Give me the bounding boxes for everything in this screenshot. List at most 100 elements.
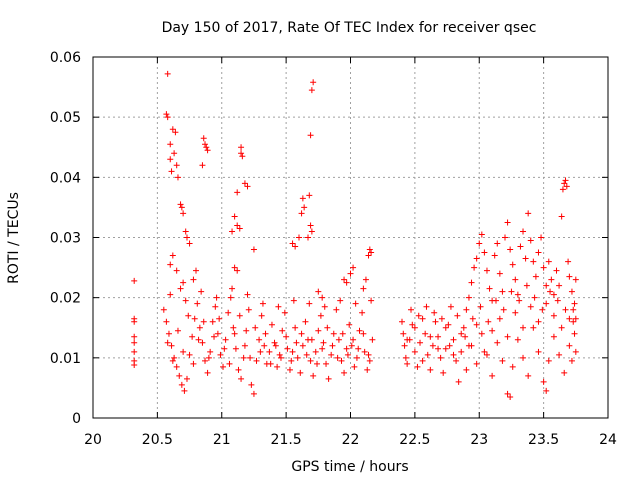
y-tick-label: 0.01 [50,351,81,367]
data-point [458,330,465,337]
data-point [364,366,371,373]
data-point [514,291,521,298]
data-point [499,288,506,295]
data-point [339,330,346,337]
data-point [458,348,465,355]
data-point [281,309,288,316]
data-point [568,357,575,364]
data-point [423,303,430,310]
data-point [294,354,301,361]
data-point [351,363,358,370]
data-point [355,345,362,352]
data-point [307,357,314,364]
data-point [368,297,375,304]
data-point [131,277,138,284]
data-point [240,354,247,361]
data-point [317,312,324,319]
data-point [540,378,547,385]
data-point [173,363,180,370]
data-point [419,315,426,322]
data-point [173,162,180,169]
data-point [248,381,255,388]
data-point [250,390,257,397]
data-point [186,240,193,247]
data-point [400,330,407,337]
data-point [314,360,321,367]
data-point [508,288,515,295]
data-point [469,315,476,322]
data-point [292,243,299,250]
data-point [168,168,175,175]
data-point [244,183,251,190]
data-point [520,324,527,331]
data-point [360,285,367,292]
data-point [306,300,313,307]
data-point [241,342,248,349]
data-point [535,318,542,325]
data-point [427,333,434,340]
data-point [427,366,434,373]
data-point [257,348,264,355]
data-point [266,348,273,355]
data-point [227,294,234,301]
data-point [190,276,197,283]
data-point [530,324,537,331]
data-point [196,324,203,331]
data-point [550,291,557,298]
y-tick-label: 0.03 [50,231,81,247]
data-point [189,333,196,340]
y-tick-label: 0.06 [50,50,81,66]
data-point [492,297,499,304]
data-point [252,324,259,331]
data-point [306,192,313,199]
data-point [522,255,529,262]
data-point [308,228,315,235]
data-point [419,357,426,364]
data-point [244,291,251,298]
data-point [543,387,550,394]
data-point [163,111,170,118]
data-point [272,342,279,349]
data-point [181,387,188,394]
data-point [527,237,534,244]
data-point [180,210,187,217]
data-point [494,339,501,346]
data-point [471,264,478,271]
data-point [465,294,472,301]
data-point [525,372,532,379]
data-point [570,318,577,325]
data-point [232,345,239,352]
data-point [164,70,171,77]
data-point [402,354,409,361]
data-point [226,360,233,367]
points-layer [131,70,579,400]
data-point [343,345,350,352]
data-point [177,285,184,292]
data-point [563,183,570,190]
data-point [312,348,319,355]
data-point [404,336,411,343]
data-point [271,339,278,346]
data-point [368,249,375,256]
data-point [352,300,359,307]
data-point [328,351,335,358]
data-point [238,375,245,382]
data-point [195,336,202,343]
data-point [262,330,269,337]
data-point [199,339,206,346]
data-point [169,252,176,259]
data-point [548,276,555,283]
data-point [315,288,322,295]
data-point [558,213,565,220]
data-point [399,318,405,325]
data-point [333,306,340,313]
data-point [343,279,350,286]
data-point [199,162,206,169]
data-point [205,354,212,361]
data-point [547,288,554,295]
data-point [235,366,242,373]
x-tick-label: 20 [84,432,102,448]
data-point [310,372,317,379]
data-point [572,276,579,283]
data-point [204,147,211,154]
